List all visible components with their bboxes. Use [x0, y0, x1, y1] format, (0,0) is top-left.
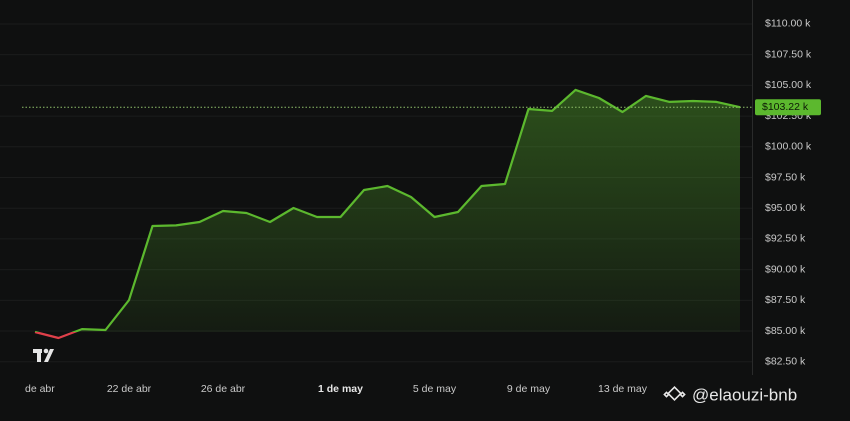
y-tick-label: $110.00 k	[765, 18, 811, 30]
y-tick-label: $85.00 k	[765, 325, 806, 337]
watermark: @elaouzi-bnb	[692, 385, 797, 404]
last-price-tag	[755, 99, 821, 116]
price-line	[34, 88, 741, 340]
watermark-logo	[663, 386, 686, 401]
y-tick-label: $97.50 k	[765, 171, 806, 183]
y-tick-label: $87.50 k	[765, 294, 806, 306]
x-tick-label: 22 de abr	[107, 383, 152, 395]
y-tick-label: $90.00 k	[765, 263, 806, 275]
y-tick-label: $107.50 k	[765, 48, 812, 60]
x-tick-label: 9 de may	[507, 383, 551, 395]
y-tick-label: $105.00 k	[765, 79, 812, 91]
tv-logo	[33, 348, 54, 362]
x-tick-label: de abr	[25, 383, 55, 395]
x-tick-label: 13 de may	[598, 383, 648, 395]
y-tick-label: $92.50 k	[765, 233, 806, 245]
area-fill	[35, 89, 740, 333]
last-price-label: $103.22 k	[762, 101, 809, 113]
y-tick-label: $95.00 k	[765, 202, 806, 214]
x-tick-label: 1 de may	[318, 383, 363, 395]
x-tick-label: 5 de may	[413, 383, 457, 395]
y-tick-label: $82.50 k	[765, 356, 806, 368]
y-tick-label: $100.00 k	[765, 141, 812, 153]
x-tick-label: 26 de abr	[201, 383, 246, 395]
